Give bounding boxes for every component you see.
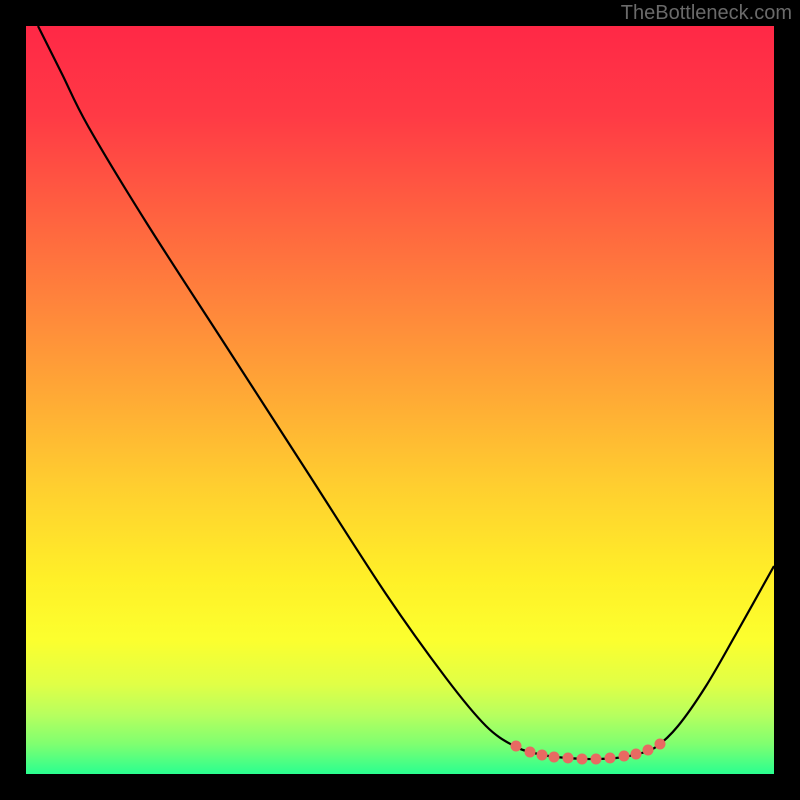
plot-area bbox=[26, 26, 774, 774]
curve-layer bbox=[26, 26, 774, 774]
marker-group bbox=[511, 739, 666, 765]
marker-dot bbox=[537, 750, 548, 761]
marker-dot bbox=[655, 739, 666, 750]
marker-dot bbox=[563, 753, 574, 764]
watermark-text: TheBottleneck.com bbox=[621, 2, 792, 25]
marker-dot bbox=[511, 741, 522, 752]
marker-dot bbox=[525, 747, 536, 758]
marker-dot bbox=[591, 754, 602, 765]
marker-dot bbox=[549, 752, 560, 763]
marker-dot bbox=[619, 751, 630, 762]
bottleneck-curve bbox=[38, 26, 774, 759]
marker-dot bbox=[643, 745, 654, 756]
marker-dot bbox=[605, 753, 616, 764]
marker-dot bbox=[631, 749, 642, 760]
marker-dot bbox=[577, 754, 588, 765]
